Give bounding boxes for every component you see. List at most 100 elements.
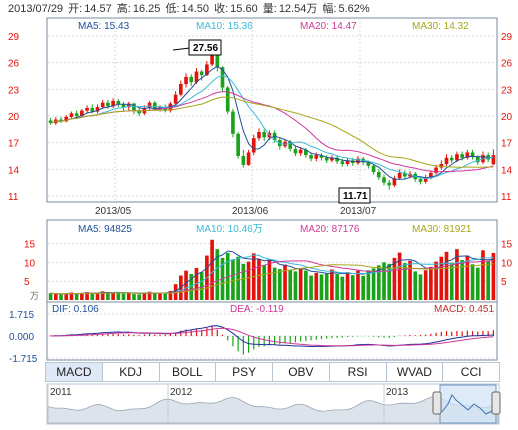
volume-bar xyxy=(111,292,115,300)
candle xyxy=(111,100,115,107)
volume-bar xyxy=(126,292,131,300)
candle xyxy=(152,102,157,109)
volume-panel: MA5: 94825 MA10: 10.46万 MA20: 87176 MA30… xyxy=(24,219,513,303)
tab-rsi[interactable]: RSI xyxy=(330,363,387,381)
candle xyxy=(69,113,74,117)
overview-handle-left[interactable] xyxy=(432,391,442,415)
volume-bar xyxy=(470,264,475,300)
legend-ma30: MA30: 14.32 xyxy=(412,21,469,32)
candle xyxy=(215,53,220,68)
candle xyxy=(340,161,345,164)
tab-psy[interactable]: PSY xyxy=(216,363,273,381)
volume-bar xyxy=(460,260,464,300)
volume-bar xyxy=(361,275,365,300)
volume-bar xyxy=(376,265,381,300)
candle xyxy=(251,138,256,153)
overview-year-label: 2012 xyxy=(170,387,193,398)
volume-bar xyxy=(121,293,126,300)
overview-selection[interactable] xyxy=(439,384,497,424)
price-ytick-left: 20 xyxy=(8,112,20,123)
open-label: 开: xyxy=(68,3,83,15)
tab-cci[interactable]: CCI xyxy=(460,365,482,379)
volume-bar xyxy=(163,293,168,300)
candle xyxy=(74,113,79,116)
volume-bar xyxy=(236,256,240,300)
candle xyxy=(460,154,464,158)
price-ytick-right: 11 xyxy=(501,192,512,203)
min-price-label: 11.71 xyxy=(343,191,368,202)
candle xyxy=(90,108,95,112)
volume-bar xyxy=(189,274,194,300)
legend-ma5: MA5: 15.43 xyxy=(78,21,130,32)
tab-obv[interactable]: OBV xyxy=(273,363,330,381)
volume-bar xyxy=(335,274,339,300)
volume-bar xyxy=(288,269,293,300)
volume-bar xyxy=(116,292,121,300)
volume-bar xyxy=(53,293,58,300)
candle xyxy=(225,87,230,112)
volume-bar xyxy=(418,274,423,300)
candle xyxy=(184,76,188,84)
tab-boll[interactable]: BOLL xyxy=(160,363,217,381)
volume-bar xyxy=(100,291,105,300)
volume-bar xyxy=(439,256,444,300)
candle xyxy=(376,172,381,178)
volume-bar xyxy=(210,239,214,300)
candle xyxy=(387,182,392,186)
price-ytick-right: 26 xyxy=(501,59,513,70)
macd-dea-line xyxy=(50,327,494,347)
volume-bar xyxy=(80,292,84,300)
macd-ytick: 1.715 xyxy=(9,310,34,321)
candle xyxy=(397,172,402,179)
volume-bar xyxy=(184,270,188,300)
candle xyxy=(59,119,63,122)
low-value: 14.50 xyxy=(181,3,210,15)
volume-bar xyxy=(132,293,136,300)
volume-bar xyxy=(293,271,298,300)
price-ytick-right: 14 xyxy=(501,165,513,176)
candle xyxy=(173,94,178,104)
volume-ytick-right: 10 xyxy=(501,258,513,269)
candle xyxy=(470,152,475,157)
price-ytick-left: 11 xyxy=(8,192,19,203)
volume-bar xyxy=(350,275,355,300)
ma5-line xyxy=(50,65,494,180)
volume-bar xyxy=(356,270,360,300)
candle xyxy=(121,104,126,108)
candle xyxy=(465,152,470,158)
overview-handle-right[interactable] xyxy=(491,391,501,415)
change-label: 幅: xyxy=(322,3,337,15)
candle xyxy=(304,149,308,156)
vol-legend-ma5: MA5: 94825 xyxy=(78,224,132,235)
candle xyxy=(293,148,298,154)
vol-legend-ma10: MA10: 10.46万 xyxy=(196,224,263,235)
max-price-label: 27.56 xyxy=(193,43,218,54)
candle xyxy=(371,165,376,172)
candle xyxy=(48,120,53,124)
vol-legend-ma20: MA20: 87176 xyxy=(300,224,360,235)
candle xyxy=(298,149,303,154)
candle xyxy=(116,100,121,105)
macd-legend-macd: MACD: 0.451 xyxy=(434,304,494,315)
volume-bar xyxy=(74,293,79,300)
volume-ytick-left: 10 xyxy=(24,258,36,269)
tab-macd[interactable]: MACD xyxy=(46,363,103,381)
overview-year-label: 2011 xyxy=(50,387,72,398)
macd-ytick: 0.000 xyxy=(9,332,34,343)
volume-bar xyxy=(283,264,287,300)
volume-bar xyxy=(382,262,386,300)
close-value: 15.60 xyxy=(230,3,258,15)
volume-bar xyxy=(257,259,261,300)
volume-bar xyxy=(231,259,235,300)
volume-bar xyxy=(90,293,95,300)
volume-bar xyxy=(324,273,329,300)
candle xyxy=(356,158,360,164)
tab-wvad[interactable]: WVAD xyxy=(387,363,444,381)
price-ytick-right: 23 xyxy=(501,85,513,96)
volume-bar xyxy=(272,267,277,300)
candle xyxy=(335,157,339,162)
tab-kdj[interactable]: KDJ xyxy=(103,363,160,381)
candle xyxy=(194,71,199,83)
overview-navigator[interactable]: 2011 2012 2013 xyxy=(46,383,501,425)
